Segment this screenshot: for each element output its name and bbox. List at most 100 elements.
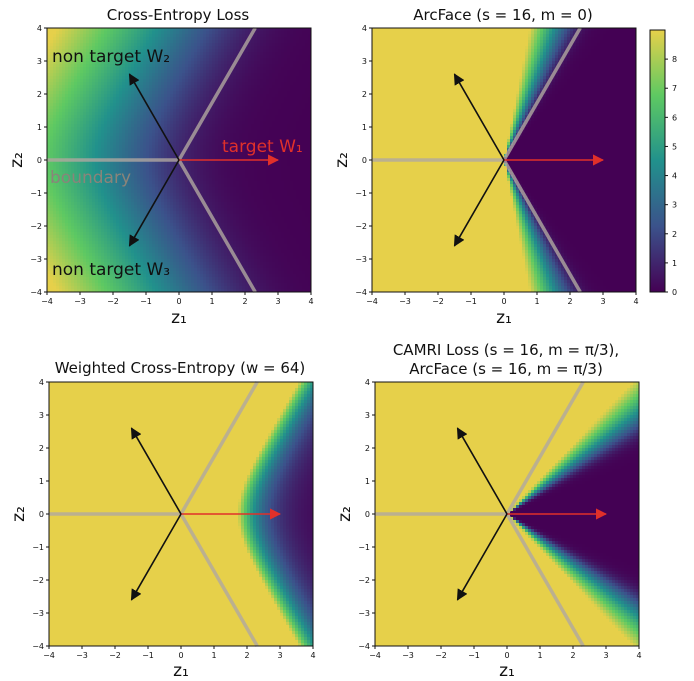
- heatmap-cell: [173, 178, 177, 182]
- heatmap-cell: [104, 88, 108, 92]
- heatmap-cell: [215, 76, 219, 80]
- heatmap-cell: [155, 265, 159, 269]
- heatmap-cell: [152, 187, 156, 191]
- heatmap-cell: [62, 250, 66, 254]
- heatmap-cell: [140, 103, 144, 107]
- heatmap-cell: [110, 28, 114, 32]
- heatmap-cell: [53, 190, 57, 194]
- heatmap-cell: [62, 229, 66, 233]
- heatmap-cell: [161, 163, 165, 167]
- heatmap-cell: [209, 52, 213, 56]
- heatmap-cell: [68, 286, 72, 290]
- heatmap-cell: [191, 196, 195, 200]
- heatmap-cell: [182, 202, 186, 206]
- heatmap-cell: [212, 34, 216, 38]
- heatmap-cell: [167, 94, 171, 98]
- heatmap-cell: [170, 67, 174, 71]
- heatmap-cell: [134, 205, 138, 209]
- heatmap-cell: [47, 142, 51, 146]
- heatmap-cell: [152, 217, 156, 221]
- heatmap-cell: [86, 262, 90, 266]
- heatmap-cell: [95, 199, 99, 203]
- heatmap-cell: [212, 58, 216, 62]
- heatmap-cell: [71, 112, 75, 116]
- heatmap-cell: [53, 286, 57, 290]
- heatmap-cell: [50, 79, 54, 83]
- heatmap-cell: [50, 118, 54, 122]
- heatmap-cell: [50, 58, 54, 62]
- heatmap-cell: [74, 241, 78, 245]
- heatmap-cell: [182, 253, 186, 257]
- heatmap-cell: [56, 88, 60, 92]
- heatmap-cell: [122, 217, 126, 221]
- heatmap-cell: [53, 229, 57, 233]
- heatmap-cell: [134, 181, 138, 185]
- heatmap-cell: [194, 280, 198, 284]
- heatmap-cell: [155, 79, 159, 83]
- heatmap-cell: [212, 70, 216, 74]
- heatmap-cell: [176, 241, 180, 245]
- heatmap-cell: [110, 187, 114, 191]
- heatmap-cell: [191, 52, 195, 56]
- heatmap-cell: [122, 130, 126, 134]
- heatmap-cell: [179, 70, 183, 74]
- heatmap-cell: [65, 268, 69, 272]
- heatmap-cell: [107, 172, 111, 176]
- heatmap-cell: [119, 190, 123, 194]
- heatmap-cell: [140, 196, 144, 200]
- heatmap-cell: [53, 181, 57, 185]
- heatmap-cell: [77, 73, 81, 77]
- heatmap-cell: [47, 73, 51, 77]
- heatmap-cell: [95, 217, 99, 221]
- heatmap-cell: [194, 286, 198, 290]
- heatmap-cell: [113, 103, 117, 107]
- heatmap-cell: [143, 109, 147, 113]
- heatmap-cell: [128, 127, 132, 131]
- heatmap-cell: [62, 103, 66, 107]
- heatmap-cell: [152, 145, 156, 149]
- heatmap-cell: [68, 181, 72, 185]
- heatmap-cell: [47, 196, 51, 200]
- heatmap-cell: [71, 118, 75, 122]
- heatmap-cell: [212, 238, 216, 242]
- heatmap-cell: [122, 103, 126, 107]
- heatmap-cell: [200, 103, 204, 107]
- heatmap-cell: [146, 253, 150, 257]
- heatmap-cell: [203, 64, 207, 68]
- heatmap-cell: [182, 235, 186, 239]
- heatmap-cell: [80, 142, 84, 146]
- heatmap-cell: [77, 253, 81, 257]
- heatmap-cell: [74, 169, 78, 173]
- heatmap-cell: [140, 124, 144, 128]
- heatmap-cell: [119, 175, 123, 179]
- heatmap-cell: [182, 283, 186, 287]
- heatmap-cell: [149, 106, 153, 110]
- heatmap-cell: [203, 238, 207, 242]
- heatmap-cell: [170, 223, 174, 227]
- heatmap-cell: [197, 145, 201, 149]
- heatmap-cell: [149, 262, 153, 266]
- heatmap-cell: [146, 166, 150, 170]
- heatmap-cell: [83, 283, 87, 287]
- heatmap-cell: [89, 169, 93, 173]
- heatmap-cell: [164, 244, 168, 248]
- heatmap-cell: [86, 184, 90, 188]
- heatmap-cell: [50, 151, 54, 155]
- heatmap-cell: [80, 37, 84, 41]
- heatmap-cell: [53, 232, 57, 236]
- heatmap-cell: [170, 34, 174, 38]
- heatmap-cell: [176, 79, 180, 83]
- heatmap-cell: [53, 289, 57, 293]
- heatmap-cell: [77, 235, 81, 239]
- heatmap-cell: [143, 136, 147, 140]
- heatmap-cell: [92, 211, 96, 215]
- heatmap-cell: [65, 28, 69, 32]
- heatmap-cell: [74, 250, 78, 254]
- heatmap-cell: [80, 46, 84, 50]
- heatmap-cell: [155, 205, 159, 209]
- heatmap-cell: [119, 136, 123, 140]
- heatmap-cell: [146, 268, 150, 272]
- heatmap-cell: [188, 115, 192, 119]
- heatmap-cell: [113, 46, 117, 50]
- heatmap-cell: [86, 64, 90, 68]
